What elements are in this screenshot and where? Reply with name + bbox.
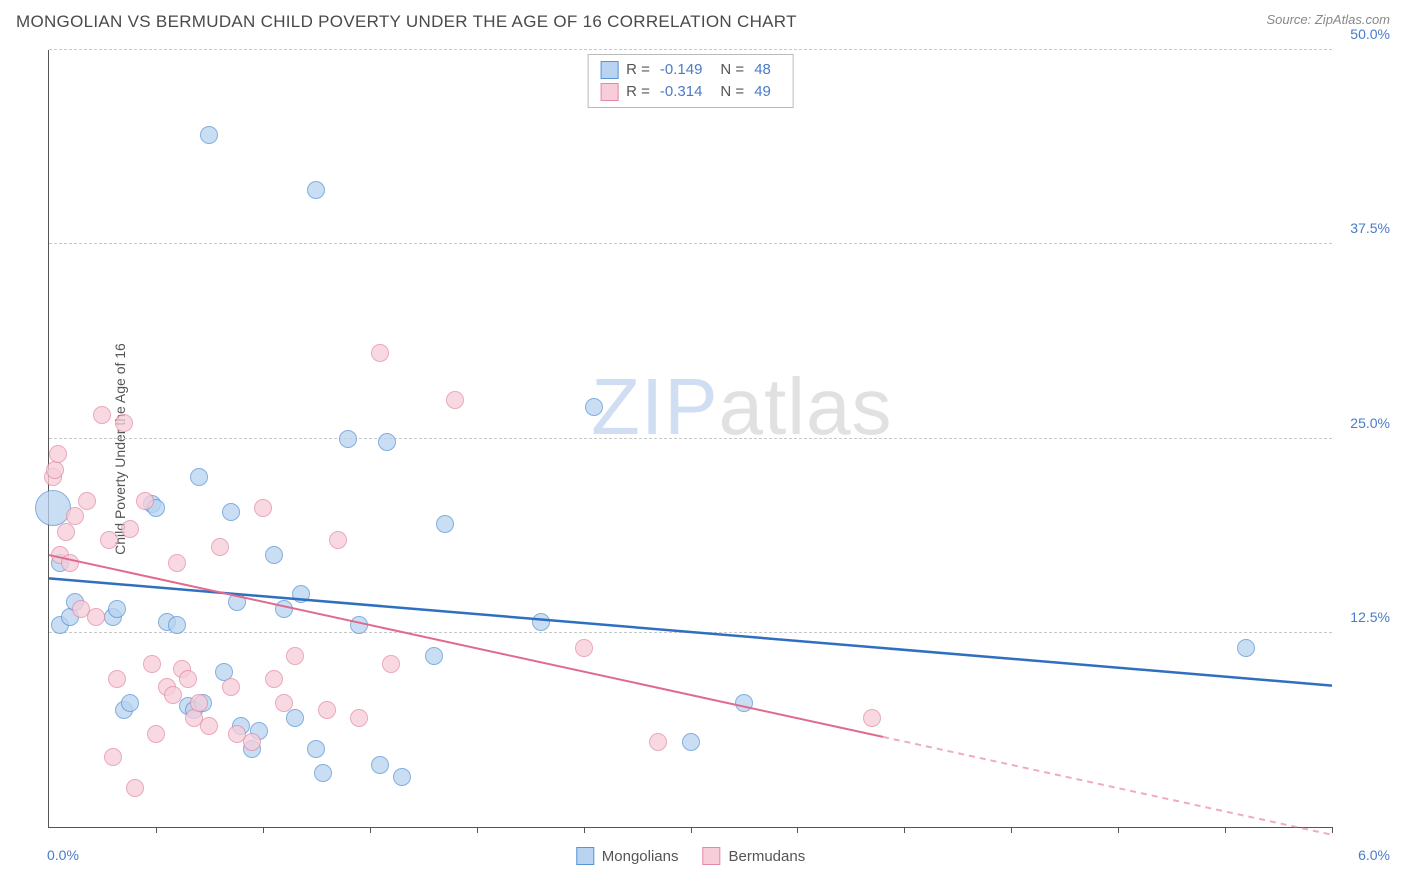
legend-n-label: N = <box>720 81 744 103</box>
x-tick <box>1118 827 1119 833</box>
plot-area: ZIPatlas R = -0.149N = 48R = -0.314N = 4… <box>48 50 1332 828</box>
x-tick <box>904 827 905 833</box>
x-tick <box>584 827 585 833</box>
x-axis-max-label: 6.0% <box>1358 847 1390 863</box>
y-tick-label: 25.0% <box>1338 415 1390 431</box>
x-tick <box>263 827 264 833</box>
legend-series: Mongolians Bermudans <box>576 847 805 865</box>
trend-lines <box>49 50 1332 827</box>
x-tick <box>1225 827 1226 833</box>
x-tick <box>156 827 157 833</box>
x-tick <box>691 827 692 833</box>
x-tick <box>1332 827 1333 833</box>
x-tick <box>477 827 478 833</box>
y-tick-label: 12.5% <box>1338 609 1390 625</box>
chart-area: Child Poverty Under the Age of 16 ZIPatl… <box>48 50 1394 848</box>
chart-header: MONGOLIAN VS BERMUDAN CHILD POVERTY UNDE… <box>0 0 1406 40</box>
legend-correlation-row: R = -0.314 N = 49 <box>600 81 781 103</box>
legend-n-label: N = <box>720 59 744 81</box>
legend-r-label: R = <box>626 59 650 81</box>
y-tick-label: 50.0% <box>1338 26 1390 42</box>
legend-r-label: R = <box>626 81 650 103</box>
legend-series-label: Bermudans <box>729 848 806 865</box>
legend-swatch <box>576 847 594 865</box>
x-tick <box>370 827 371 833</box>
legend-r-value: -0.149 <box>660 59 703 81</box>
legend-swatch <box>600 61 618 79</box>
chart-title: MONGOLIAN VS BERMUDAN CHILD POVERTY UNDE… <box>16 12 797 32</box>
legend-series-label: Mongolians <box>602 848 679 865</box>
x-axis-origin-label: 0.0% <box>47 847 79 863</box>
legend-swatch <box>600 83 618 101</box>
legend-series-item: Mongolians <box>576 847 679 865</box>
legend-n-value: 48 <box>754 59 771 81</box>
legend-swatch <box>703 847 721 865</box>
y-tick-label: 37.5% <box>1338 220 1390 236</box>
legend-correlation-row: R = -0.149 N = 48 <box>600 59 781 81</box>
x-tick <box>797 827 798 833</box>
legend-r-value: -0.314 <box>660 81 703 103</box>
legend-correlation: R = -0.149 N = 48 R = -0.314 N = 49 <box>587 54 794 108</box>
x-tick <box>1011 827 1012 833</box>
chart-source: Source: ZipAtlas.com <box>1266 12 1390 27</box>
legend-series-item: Bermudans <box>703 847 806 865</box>
legend-n-value: 49 <box>754 81 771 103</box>
